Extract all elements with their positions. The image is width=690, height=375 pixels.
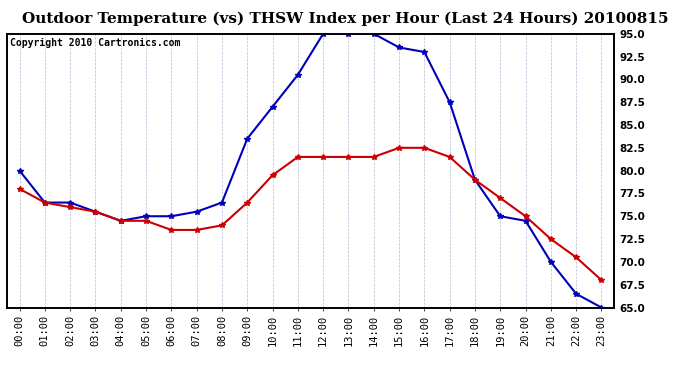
Text: Copyright 2010 Cartronics.com: Copyright 2010 Cartronics.com	[10, 38, 180, 48]
Text: Outdoor Temperature (vs) THSW Index per Hour (Last 24 Hours) 20100815: Outdoor Temperature (vs) THSW Index per …	[22, 11, 668, 26]
